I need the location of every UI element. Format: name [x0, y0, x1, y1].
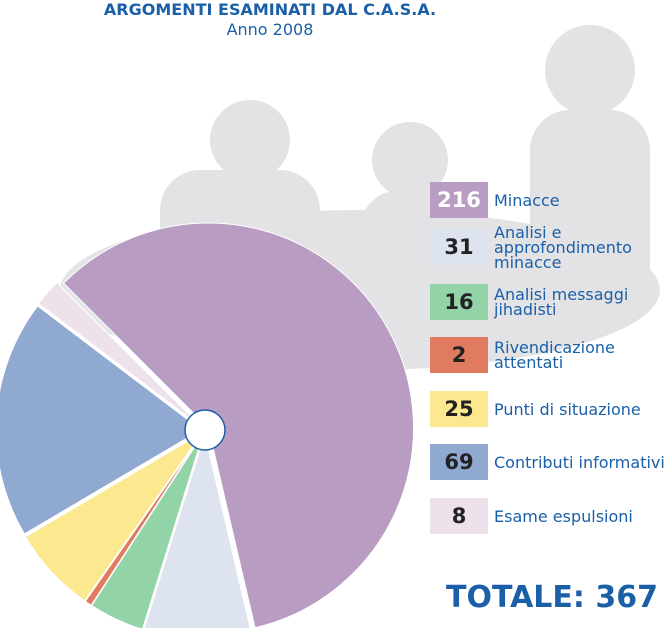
pie-center [185, 410, 225, 450]
legend-value: 2 [430, 337, 488, 373]
chart-title: ARGOMENTI ESAMINATI DAL C.A.S.A. [0, 0, 540, 19]
total-value: 367 [595, 580, 658, 615]
legend-value: 16 [430, 284, 488, 320]
legend-value: 31 [430, 229, 488, 265]
legend-value: 25 [430, 391, 488, 427]
total: TOTALE: 367 [446, 580, 658, 615]
legend-item: 8 Esame espulsioni [430, 494, 670, 538]
page: ARGOMENTI ESAMINATI DAL C.A.S.A. Anno 20… [0, 0, 670, 628]
legend-label: Analisi messaggi jihadisti [494, 287, 670, 317]
chart-subtitle: Anno 2008 [0, 20, 540, 39]
legend-label: Analisi e approfondimento minacce [494, 225, 670, 270]
legend-label: Contributi informativi [494, 455, 670, 470]
legend-label: Esame espulsioni [494, 509, 670, 524]
legend-label: Rivendicazione attentati [494, 340, 670, 370]
legend-value: 216 [430, 182, 488, 218]
legend-item: 216 Minacce [430, 178, 670, 222]
legend-item: 25 Punti di situazione [430, 387, 670, 431]
legend-value: 8 [430, 498, 488, 534]
total-label: TOTALE: [446, 580, 585, 615]
legend-value: 69 [430, 444, 488, 480]
legend-label: Punti di situazione [494, 402, 670, 417]
legend-item: 69 Contributi informativi [430, 440, 670, 484]
legend-label: Minacce [494, 193, 670, 208]
